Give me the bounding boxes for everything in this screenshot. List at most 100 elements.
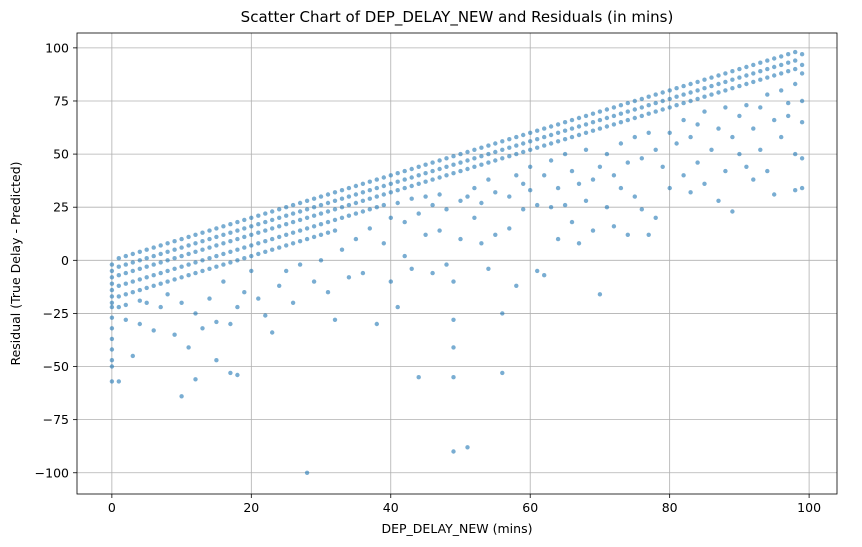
- scatter-point: [667, 88, 672, 93]
- scatter-point: [451, 449, 456, 454]
- scatter-point: [548, 141, 554, 146]
- y-tick-label: 100: [45, 40, 69, 55]
- scatter-point: [555, 236, 561, 242]
- scatter-point: [799, 185, 805, 191]
- x-tick-label: 100: [797, 500, 821, 515]
- scatter-point: [597, 109, 603, 114]
- scatter-point: [681, 173, 686, 178]
- scatter-point: [137, 277, 142, 282]
- scatter-point: [765, 168, 770, 174]
- scatter-point: [186, 273, 191, 278]
- scatter-point: [779, 134, 784, 140]
- scatter-point: [263, 313, 268, 318]
- scatter-point: [214, 264, 219, 269]
- scatter-point: [339, 247, 345, 252]
- scatter-point: [702, 181, 707, 186]
- scatter-point: [402, 168, 407, 174]
- scatter-point: [325, 200, 331, 206]
- scatter-point: [569, 219, 575, 225]
- scatter-point: [444, 207, 449, 212]
- scatter-point: [472, 156, 477, 161]
- scatter-point: [493, 190, 498, 195]
- scatter-point: [799, 156, 805, 161]
- scatter-point: [618, 103, 624, 108]
- scatter-point: [590, 128, 596, 133]
- scatter-point: [221, 232, 226, 237]
- scatter-point: [737, 113, 742, 119]
- scatter-point: [451, 375, 456, 380]
- scatter-point: [200, 268, 205, 274]
- scatter-point: [437, 192, 442, 197]
- scatter-point: [235, 247, 240, 252]
- scatter-point: [451, 162, 456, 167]
- scatter-point: [109, 347, 115, 352]
- scatter-point: [193, 260, 198, 265]
- scatter-point: [109, 364, 115, 369]
- scatter-point: [221, 251, 226, 257]
- scatter-point: [263, 239, 268, 244]
- y-tick-label: −75: [43, 412, 69, 427]
- scatter-point: [137, 287, 142, 293]
- scatter-point: [270, 217, 275, 223]
- scatter-point: [193, 377, 198, 382]
- scatter-point: [751, 62, 756, 68]
- scatter-point: [235, 228, 240, 233]
- scatter-point: [444, 173, 449, 178]
- scatter-point: [416, 181, 421, 186]
- scatter-point: [772, 192, 777, 197]
- scatter-point: [388, 279, 393, 284]
- scatter-point: [409, 196, 414, 201]
- scatter-point: [695, 160, 700, 165]
- scatter-point: [799, 98, 805, 104]
- scatter-point: [458, 236, 463, 242]
- scatter-point: [165, 279, 170, 284]
- scatter-point: [562, 137, 568, 142]
- scatter-point: [583, 130, 589, 135]
- scatter-point: [604, 151, 610, 157]
- scatter-point: [702, 86, 707, 91]
- scatter-point: [660, 98, 665, 104]
- scatter-point: [214, 319, 219, 325]
- scatter-point: [765, 75, 770, 80]
- scatter-point: [576, 241, 582, 246]
- scatter-point: [158, 260, 163, 265]
- scatter-point: [402, 185, 407, 191]
- scatter-point: [458, 151, 463, 157]
- scatter-point: [535, 268, 540, 274]
- scatter-point: [611, 113, 617, 119]
- scatter-point: [221, 241, 226, 246]
- scatter-point: [311, 234, 317, 240]
- scatter-point: [416, 164, 421, 169]
- scatter-point: [423, 171, 428, 176]
- scatter-point: [758, 60, 763, 65]
- scatter-point: [674, 86, 679, 91]
- scatter-point: [353, 236, 359, 242]
- scatter-point: [235, 304, 240, 310]
- scatter-point: [346, 275, 352, 280]
- scatter-point: [535, 128, 540, 133]
- scatter-point: [228, 239, 233, 244]
- scatter-point: [458, 160, 463, 165]
- scatter-point: [583, 198, 589, 203]
- scatter-point: [318, 202, 324, 208]
- y-axis-ticks: −100 −75 −50 −25 0 25 50 75 100: [35, 40, 77, 480]
- scatter-point: [277, 224, 282, 229]
- scatter-point: [242, 290, 247, 295]
- scatter-point: [130, 260, 135, 265]
- scatter-point: [514, 134, 519, 140]
- scatter-point: [688, 90, 693, 95]
- scatter-point: [709, 147, 714, 152]
- scatter-point: [751, 177, 756, 182]
- scatter-point: [409, 166, 414, 172]
- scatter-point: [479, 162, 484, 167]
- scatter-point: [751, 126, 756, 131]
- scatter-point: [388, 181, 393, 186]
- scatter-point: [318, 258, 324, 263]
- scatter-point: [353, 183, 359, 189]
- scatter-point: [137, 249, 142, 254]
- scatter-point: [744, 64, 749, 70]
- scatter-point: [158, 243, 163, 248]
- scatter-point: [751, 71, 756, 76]
- scatter-point: [444, 262, 449, 267]
- scatter-point: [311, 224, 317, 229]
